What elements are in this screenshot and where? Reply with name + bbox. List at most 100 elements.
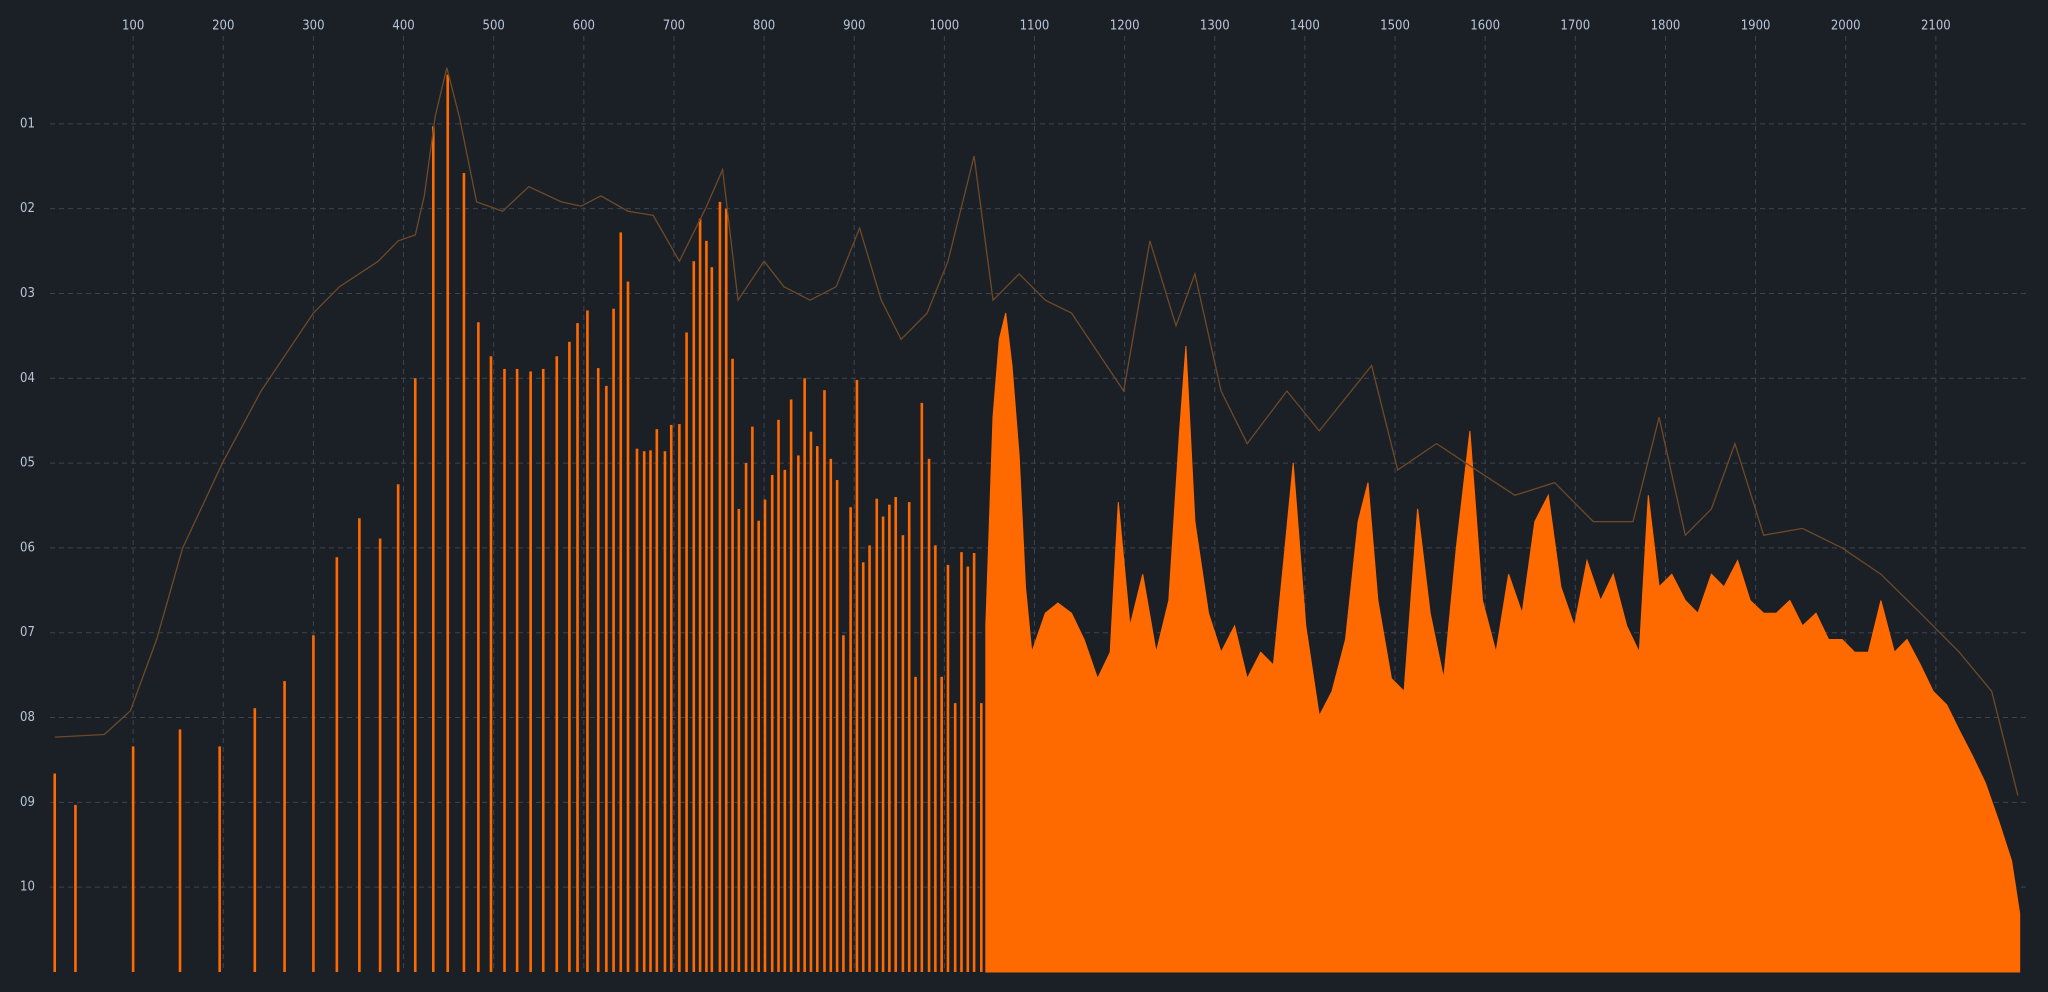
x-tick-label: 1500 <box>1380 19 1410 34</box>
x-tick-label: 1300 <box>1200 19 1230 34</box>
bar <box>881 516 885 972</box>
bar <box>692 261 696 972</box>
bar <box>312 635 315 972</box>
bar <box>462 173 466 973</box>
bar <box>619 232 623 973</box>
x-tick-label: 700 <box>663 19 685 34</box>
bar <box>378 538 382 972</box>
bar <box>568 341 571 972</box>
bar <box>503 368 506 972</box>
bar <box>980 703 983 972</box>
bar <box>178 729 182 972</box>
bar <box>541 368 545 972</box>
bar <box>515 368 519 972</box>
y-tick-label: 09 <box>20 795 35 810</box>
bar <box>960 552 963 972</box>
y-tick-label: 05 <box>20 456 35 471</box>
y-tick-label: 01 <box>20 116 35 131</box>
bar <box>431 126 435 972</box>
x-tick-label: 2000 <box>1831 19 1861 34</box>
bar <box>842 635 845 972</box>
bar <box>953 703 957 972</box>
bar <box>413 378 417 973</box>
bar <box>920 402 924 972</box>
x-tick-label: 1900 <box>1741 19 1771 34</box>
y-tick-label: 08 <box>20 710 35 725</box>
y-tick-label: 04 <box>20 371 35 386</box>
bar <box>835 480 839 972</box>
x-tick-label: 200 <box>212 19 234 34</box>
bar <box>53 773 57 972</box>
bar <box>868 545 871 972</box>
bar <box>934 545 937 972</box>
bar <box>927 458 931 973</box>
bar <box>809 431 813 972</box>
x-tick-label: 1000 <box>929 19 959 34</box>
bar <box>797 455 800 972</box>
x-tick-label: 1700 <box>1560 19 1590 34</box>
bar <box>966 566 970 972</box>
bar <box>829 458 833 973</box>
bar <box>815 446 819 972</box>
y-tick-label: 07 <box>20 625 35 640</box>
x-tick-label: 300 <box>302 19 324 34</box>
bar <box>635 448 639 972</box>
bar <box>555 356 559 973</box>
bar <box>718 201 722 973</box>
bar <box>731 358 734 973</box>
bar <box>972 552 976 972</box>
bar <box>757 520 760 972</box>
bar <box>875 498 879 972</box>
bar <box>626 281 630 973</box>
bar <box>724 208 728 973</box>
bar <box>663 451 667 972</box>
bar <box>946 564 950 972</box>
x-tick-label: 800 <box>753 19 775 34</box>
bar <box>770 474 774 972</box>
x-tick-label: 1200 <box>1110 19 1140 34</box>
y-tick-label: 02 <box>20 201 35 216</box>
bar <box>901 535 905 972</box>
bar <box>940 676 943 972</box>
bar <box>576 323 579 973</box>
bar <box>710 267 714 973</box>
y-tick-label: 10 <box>20 880 35 895</box>
bar <box>849 507 852 972</box>
bar <box>789 399 793 972</box>
bar <box>751 426 754 972</box>
y-tick-label: 03 <box>20 286 35 301</box>
x-tick-label: 2100 <box>1921 19 1951 34</box>
bar <box>888 504 891 972</box>
bar <box>74 804 77 972</box>
bar <box>253 708 257 972</box>
bar <box>861 562 865 972</box>
bar <box>737 508 741 972</box>
bar <box>777 419 780 973</box>
x-tick-label: 1400 <box>1290 19 1320 34</box>
x-tick-label: 100 <box>122 19 144 34</box>
bar <box>705 240 708 972</box>
bar <box>358 518 361 972</box>
x-tick-label: 900 <box>843 19 865 34</box>
bar <box>914 676 917 972</box>
bar <box>894 497 897 972</box>
bar <box>605 385 608 972</box>
bar <box>335 557 339 972</box>
bar <box>744 463 748 972</box>
bar <box>489 356 493 973</box>
bar <box>649 450 652 973</box>
bar <box>655 429 659 972</box>
bar <box>131 746 135 972</box>
bar <box>783 469 787 972</box>
bar <box>698 218 702 972</box>
bar <box>642 451 646 972</box>
envelope-line <box>54 67 2019 796</box>
spectrum-area <box>985 312 2021 973</box>
bar <box>218 746 221 972</box>
bar <box>396 484 400 972</box>
x-tick-label: 1100 <box>1020 19 1050 34</box>
bar <box>669 424 673 972</box>
x-tick-label: 1600 <box>1470 19 1500 34</box>
bar <box>685 332 688 972</box>
